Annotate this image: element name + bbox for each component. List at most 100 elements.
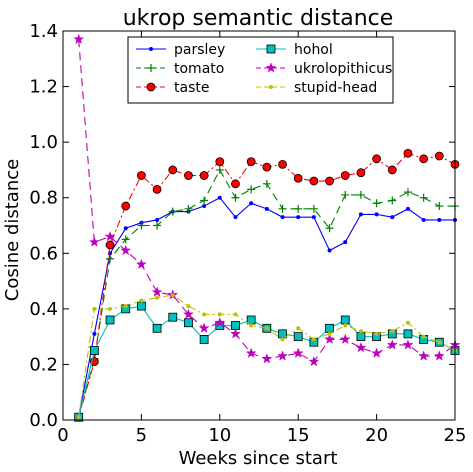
data-point bbox=[372, 154, 382, 164]
data-point bbox=[247, 185, 256, 194]
series-hohol bbox=[74, 301, 460, 422]
data-point bbox=[245, 347, 257, 358]
data-point bbox=[199, 335, 209, 344]
data-point bbox=[311, 215, 316, 220]
x-tick-label: 10 bbox=[208, 425, 231, 446]
data-point bbox=[170, 292, 175, 297]
legend-marker bbox=[269, 85, 273, 89]
data-point bbox=[324, 333, 336, 345]
x-tick-label: 25 bbox=[444, 425, 467, 446]
data-point bbox=[198, 322, 210, 333]
data-point bbox=[215, 157, 225, 166]
data-point bbox=[184, 171, 193, 180]
data-point bbox=[434, 151, 444, 161]
data-point bbox=[246, 157, 256, 166]
legend-marker bbox=[146, 82, 156, 92]
data-point bbox=[182, 308, 194, 320]
legend-item-ukrolopithicus: ukrolopithicus bbox=[256, 61, 392, 77]
data-point bbox=[262, 162, 272, 172]
data-point bbox=[340, 171, 350, 180]
y-axis-label: Cosine distance bbox=[2, 159, 23, 301]
data-point bbox=[358, 212, 363, 217]
x-tick-label: 20 bbox=[365, 425, 388, 446]
data-point bbox=[421, 334, 426, 339]
data-point bbox=[104, 230, 116, 242]
data-point bbox=[246, 315, 256, 325]
data-point bbox=[264, 326, 269, 331]
data-point bbox=[356, 168, 366, 178]
data-point bbox=[264, 206, 269, 211]
data-point bbox=[340, 315, 350, 325]
legend-marker bbox=[266, 44, 276, 54]
data-point bbox=[277, 350, 289, 361]
legend-item-tomato: tomato bbox=[136, 61, 224, 77]
data-point bbox=[374, 212, 379, 217]
legend-marker bbox=[149, 47, 153, 51]
data-point bbox=[249, 323, 254, 328]
data-point bbox=[184, 204, 193, 213]
data-point bbox=[387, 165, 397, 175]
data-point bbox=[296, 326, 301, 331]
data-point bbox=[200, 196, 209, 205]
legend-label: tomato bbox=[174, 61, 224, 77]
series-ukrolopithicus bbox=[73, 33, 461, 367]
data-point bbox=[356, 190, 365, 199]
data-point bbox=[155, 295, 160, 300]
data-point bbox=[89, 346, 99, 355]
data-point bbox=[294, 204, 303, 213]
data-point bbox=[168, 165, 178, 175]
data-point bbox=[231, 179, 240, 189]
data-point bbox=[343, 323, 348, 328]
data-point bbox=[278, 159, 287, 169]
y-tick-label: 1.2 bbox=[29, 77, 58, 98]
data-point bbox=[280, 215, 285, 220]
data-point bbox=[405, 320, 410, 325]
legend-item-taste: taste bbox=[136, 80, 209, 96]
x-axis-label: Weeks since start bbox=[179, 448, 338, 469]
data-point bbox=[308, 355, 320, 367]
data-point bbox=[76, 415, 81, 420]
data-point bbox=[137, 221, 146, 230]
data-point bbox=[136, 301, 146, 311]
y-tick-label: 0.6 bbox=[29, 243, 58, 264]
data-point bbox=[121, 235, 130, 244]
series-line bbox=[78, 152, 456, 418]
data-point bbox=[390, 329, 395, 334]
data-point bbox=[202, 312, 207, 317]
data-point bbox=[155, 217, 160, 222]
legend-label: hohol bbox=[294, 42, 333, 58]
y-tick-label: 0.2 bbox=[29, 354, 58, 375]
data-point bbox=[433, 350, 445, 361]
data-point bbox=[199, 171, 209, 180]
data-point bbox=[184, 318, 193, 328]
data-point bbox=[123, 226, 128, 231]
data-point bbox=[358, 329, 363, 334]
legend-marker bbox=[265, 62, 277, 73]
data-point bbox=[339, 333, 351, 345]
series-tomato bbox=[74, 165, 459, 422]
y-tick-label: 0.0 bbox=[29, 410, 58, 431]
data-point bbox=[356, 332, 366, 342]
data-point bbox=[121, 201, 131, 211]
data-point bbox=[327, 331, 332, 336]
data-point bbox=[120, 244, 132, 256]
data-point bbox=[186, 304, 191, 309]
data-point bbox=[372, 199, 381, 208]
data-point bbox=[278, 204, 287, 213]
y-tick-label: 0.8 bbox=[29, 188, 58, 209]
data-point bbox=[419, 154, 429, 164]
legend-box bbox=[127, 36, 394, 104]
data-point bbox=[215, 165, 224, 174]
legend-label: ukrolopithicus bbox=[294, 61, 392, 77]
series-taste bbox=[74, 148, 460, 422]
data-point bbox=[233, 312, 238, 317]
legend-label: stupid-head bbox=[294, 80, 377, 96]
x-tick-label: 0 bbox=[57, 425, 68, 446]
data-point bbox=[343, 240, 348, 245]
data-point bbox=[168, 312, 178, 322]
data-point bbox=[135, 258, 147, 270]
data-point bbox=[139, 298, 144, 303]
data-point bbox=[341, 190, 350, 199]
series-stupid-head bbox=[76, 292, 457, 420]
